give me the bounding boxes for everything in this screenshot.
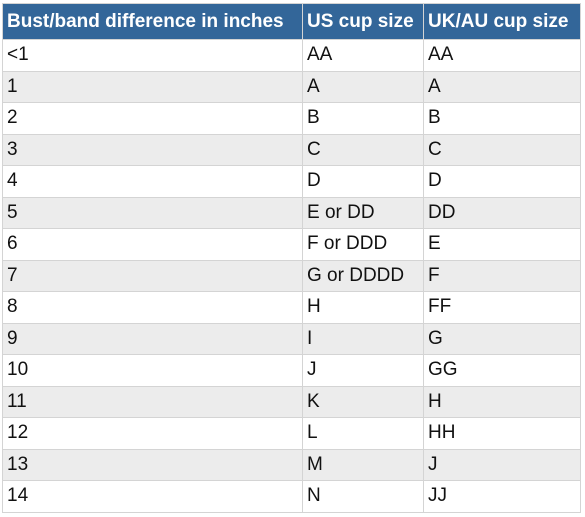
table-row: <1 AA AA [2, 39, 581, 72]
cell-us-cup: AA [302, 39, 424, 72]
cell-difference: 2 [2, 102, 303, 135]
table-header-row: Bust/band difference in inches US cup si… [2, 3, 581, 40]
cell-uk-au-cup: J [423, 448, 581, 481]
cell-us-cup: I [302, 322, 424, 355]
header-uk-au-cup-size: UK/AU cup size [423, 3, 581, 40]
cell-us-cup: K [302, 385, 424, 418]
cell-us-cup: D [302, 165, 424, 198]
table-row: 14 N JJ [2, 480, 581, 513]
cell-us-cup: L [302, 417, 424, 450]
cell-uk-au-cup: A [423, 70, 581, 103]
cell-uk-au-cup: DD [423, 196, 581, 229]
cell-uk-au-cup: FF [423, 291, 581, 324]
cell-difference: 12 [2, 417, 303, 450]
table-row: 12 L HH [2, 417, 581, 450]
cell-difference: 9 [2, 322, 303, 355]
cell-us-cup: A [302, 70, 424, 103]
cup-size-table-container: Bust/band difference in inches US cup si… [2, 3, 581, 513]
cell-us-cup: N [302, 480, 424, 513]
cell-us-cup: G or DDDD [302, 259, 424, 292]
cell-difference: 11 [2, 385, 303, 418]
cell-uk-au-cup: HH [423, 417, 581, 450]
cell-us-cup: E or DD [302, 196, 424, 229]
cell-difference: 1 [2, 70, 303, 103]
cell-difference: 10 [2, 354, 303, 387]
cell-difference: 7 [2, 259, 303, 292]
table-row: 11 K H [2, 385, 581, 418]
table-row: 10 J GG [2, 354, 581, 387]
cell-uk-au-cup: E [423, 228, 581, 261]
table-body: <1 AA AA 1 A A 2 B B 3 C C 4 D D 5 E or DD DD 6 F or DDD E 7 G… [2, 39, 581, 513]
cell-us-cup: F or DDD [302, 228, 424, 261]
cell-difference: 13 [2, 448, 303, 481]
cell-difference: <1 [2, 39, 303, 72]
cell-uk-au-cup: F [423, 259, 581, 292]
table-row: 8 H FF [2, 291, 581, 324]
cell-uk-au-cup: JJ [423, 480, 581, 513]
table-row: 13 M J [2, 448, 581, 481]
cell-difference: 4 [2, 165, 303, 198]
cell-us-cup: B [302, 102, 424, 135]
cell-difference: 8 [2, 291, 303, 324]
cell-uk-au-cup: GG [423, 354, 581, 387]
cell-us-cup: C [302, 133, 424, 166]
cell-difference: 14 [2, 480, 303, 513]
header-us-cup-size: US cup size [302, 3, 424, 40]
cell-uk-au-cup: G [423, 322, 581, 355]
cell-difference: 5 [2, 196, 303, 229]
header-bust-band-difference: Bust/band difference in inches [2, 3, 303, 40]
cup-size-table: Bust/band difference in inches US cup si… [2, 3, 581, 513]
cell-uk-au-cup: H [423, 385, 581, 418]
cell-uk-au-cup: AA [423, 39, 581, 72]
cell-uk-au-cup: B [423, 102, 581, 135]
cell-uk-au-cup: C [423, 133, 581, 166]
cell-us-cup: J [302, 354, 424, 387]
cell-difference: 6 [2, 228, 303, 261]
cell-us-cup: M [302, 448, 424, 481]
cell-uk-au-cup: D [423, 165, 581, 198]
cell-us-cup: H [302, 291, 424, 324]
cell-difference: 3 [2, 133, 303, 166]
